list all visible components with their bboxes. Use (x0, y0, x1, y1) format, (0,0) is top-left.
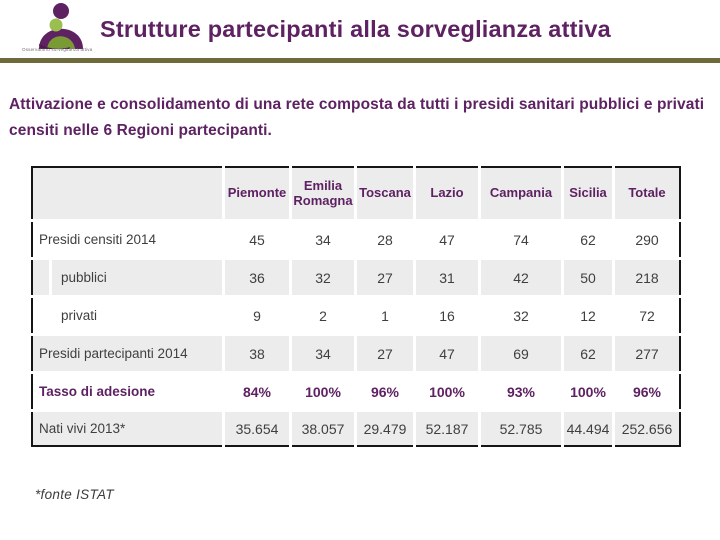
cell-value: 2 (292, 298, 354, 333)
intro-paragraph: Attivazione e consolidamento di una rete… (9, 96, 705, 139)
table-row-nati-vivi: Nati vivi 2013* 35.654 38.057 29.479 52.… (31, 412, 681, 447)
cell-value: 1 (357, 298, 413, 333)
cell-value: 16 (416, 298, 478, 333)
footnote-fonte-istat: *fonte ISTAT (35, 487, 114, 502)
cell-value: 38.057 (292, 412, 354, 447)
column-header-toscana: Toscana (357, 166, 413, 219)
cell-value: 31 (416, 260, 478, 295)
column-header-sicilia: Sicilia (564, 166, 612, 219)
table-header-row: Piemonte Emilia Romagna Toscana Lazio Ca… (31, 166, 681, 219)
column-header-totale: Totale (615, 166, 681, 219)
cell-value: 62 (564, 222, 612, 257)
table-row-pubblici: pubblici 36 32 27 31 42 50 218 (31, 260, 681, 295)
row-label: privati (52, 298, 222, 333)
table-row-presidi-partecipanti: Presidi partecipanti 2014 38 34 27 47 69… (31, 336, 681, 371)
cell-value: 45 (225, 222, 289, 257)
cell-value: 36 (225, 260, 289, 295)
cell-value: 50 (564, 260, 612, 295)
cell-value: 96% (615, 374, 681, 409)
cell-value: 27 (357, 336, 413, 371)
cell-value: 9 (225, 298, 289, 333)
cell-value: 100% (416, 374, 478, 409)
cell-value: 32 (292, 260, 354, 295)
column-header-campania: Campania (481, 166, 561, 219)
cell-value: 28 (357, 222, 413, 257)
cell-value: 32 (481, 298, 561, 333)
logo-caption: Osservatorio sorveglianza attiva (22, 47, 93, 52)
cell-value: 52.785 (481, 412, 561, 447)
table-row-presidi-censiti: Presidi censiti 2014 45 34 28 47 74 62 2… (31, 222, 681, 257)
logo: Osservatorio sorveglianza attiva (22, 3, 110, 57)
column-header-piemonte: Piemonte (225, 166, 289, 219)
header-divider (0, 58, 720, 63)
regions-table: Piemonte Emilia Romagna Toscana Lazio Ca… (28, 163, 684, 450)
table-row-privati: privati 9 2 1 16 32 12 72 (31, 298, 681, 333)
cell-value: 74 (481, 222, 561, 257)
cell-value: 38 (225, 336, 289, 371)
slide-header: Osservatorio sorveglianza attiva Struttu… (0, 0, 720, 63)
row-label: Tasso di adesione (31, 374, 222, 409)
table-row-tasso-adesione: Tasso di adesione 84% 100% 96% 100% 93% … (31, 374, 681, 409)
cell-value: 93% (481, 374, 561, 409)
cell-value: 72 (615, 298, 681, 333)
cell-value: 42 (481, 260, 561, 295)
row-label: pubblici (52, 260, 222, 295)
page-title: Strutture partecipanti alla sorveglianza… (100, 16, 611, 42)
row-label: Nati vivi 2013* (31, 412, 222, 447)
column-header-lazio: Lazio (416, 166, 478, 219)
cell-value: 47 (416, 336, 478, 371)
cell-value: 47 (416, 222, 478, 257)
cell-value: 277 (615, 336, 681, 371)
cell-value: 62 (564, 336, 612, 371)
cell-value: 27 (357, 260, 413, 295)
cell-value: 44.494 (564, 412, 612, 447)
cell-value: 252.656 (615, 412, 681, 447)
cell-value: 12 (564, 298, 612, 333)
row-label: Presidi censiti 2014 (31, 222, 222, 257)
column-header-emilia-romagna: Emilia Romagna (292, 166, 354, 219)
cell-value: 290 (615, 222, 681, 257)
row-label: Presidi partecipanti 2014 (31, 336, 222, 371)
regions-table-container: Piemonte Emilia Romagna Toscana Lazio Ca… (28, 163, 684, 450)
cell-value: 35.654 (225, 412, 289, 447)
cell-value: 29.479 (357, 412, 413, 447)
parent-child-icon (39, 3, 83, 49)
cell-value: 218 (615, 260, 681, 295)
cell-value: 96% (357, 374, 413, 409)
cell-value: 84% (225, 374, 289, 409)
indent-cell (31, 298, 49, 333)
cell-value: 52.187 (416, 412, 478, 447)
cell-value: 100% (564, 374, 612, 409)
table-corner-cell (31, 166, 222, 219)
cell-value: 34 (292, 336, 354, 371)
indent-cell (31, 260, 49, 295)
cell-value: 34 (292, 222, 354, 257)
cell-value: 69 (481, 336, 561, 371)
cell-value: 100% (292, 374, 354, 409)
